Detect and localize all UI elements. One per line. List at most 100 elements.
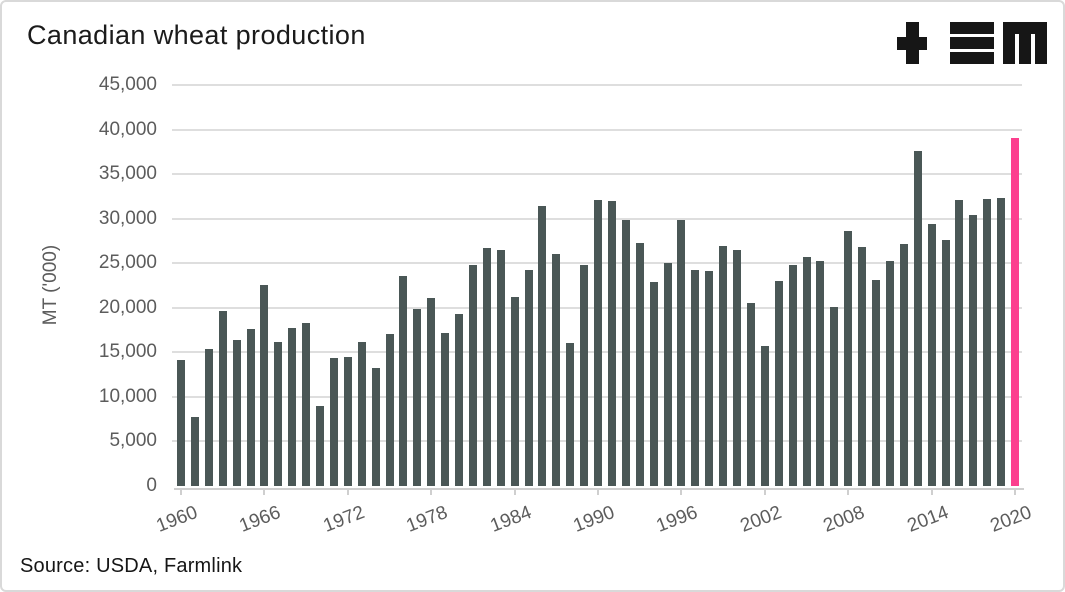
- bar-2015: [941, 240, 950, 486]
- x-tick-mark: [513, 488, 516, 495]
- bar-2010: [872, 279, 880, 486]
- bar-1969: [302, 323, 311, 486]
- bar-1998: [705, 271, 714, 486]
- y-tick-label: 30,000: [98, 207, 157, 229]
- source-note: Source: USDA, Farmlink: [20, 555, 243, 577]
- bar-1976: [399, 275, 408, 486]
- y-tick-label: 35,000: [98, 163, 157, 185]
- bar-2014: [927, 223, 936, 486]
- bar-1965: [246, 328, 255, 486]
- x-tick-mark: [346, 488, 349, 495]
- bar-1977: [413, 309, 422, 486]
- x-tick-label: 2020: [987, 502, 1035, 537]
- bar-1978: [427, 297, 436, 486]
- bar-1968: [288, 328, 297, 486]
- y-tick-label: 10,000: [98, 385, 157, 407]
- x-tick-mark: [930, 488, 933, 495]
- bar-1992: [621, 219, 630, 486]
- bar-2013: [913, 151, 922, 486]
- x-tick-label: 1960: [153, 502, 201, 537]
- bar-2006: [816, 260, 825, 486]
- bar-1984: [510, 297, 519, 486]
- bar-1964: [232, 340, 241, 486]
- x-tick-label: 1990: [570, 502, 618, 537]
- bar-1982: [482, 247, 491, 486]
- x-tick-mark: [597, 488, 599, 495]
- bar-1970: [316, 405, 324, 486]
- x-tick-mark: [847, 488, 850, 495]
- x-tick-mark: [263, 488, 266, 495]
- bar-1987: [552, 254, 561, 486]
- bar-1988: [566, 343, 575, 486]
- bar-2016: [955, 199, 964, 486]
- triple-bar-icon: [950, 22, 994, 64]
- bar-1972: [343, 356, 352, 486]
- x-tick-label: 1966: [236, 502, 284, 537]
- bar-1991: [607, 201, 616, 486]
- y-tick-label: 0: [146, 475, 157, 496]
- bar-1981: [468, 264, 477, 486]
- y-tick-label: 25,000: [98, 252, 157, 274]
- x-tick-mark: [180, 488, 182, 495]
- bar-1995: [663, 262, 672, 486]
- bar-2003: [774, 280, 783, 486]
- bar-1983: [496, 249, 505, 486]
- bar-1997: [691, 269, 700, 486]
- bar-1979: [441, 332, 450, 486]
- gridline-40000: [172, 128, 1022, 131]
- y-tick-label: 20,000: [98, 296, 157, 318]
- bar-2012: [899, 243, 908, 486]
- x-tick-label: 1978: [403, 502, 451, 537]
- x-tick-label: 2008: [820, 502, 868, 537]
- bar-2001: [746, 302, 755, 486]
- plus-icon: [897, 22, 927, 64]
- bar-2011: [885, 260, 894, 486]
- x-tick-mark: [1014, 488, 1016, 495]
- m-icon: [1003, 22, 1047, 64]
- bar-2002: [760, 346, 769, 486]
- x-tick-label: 1972: [320, 502, 368, 537]
- bar-1996: [677, 220, 686, 486]
- bar-1980: [455, 314, 463, 486]
- bar-1961: [190, 417, 199, 486]
- x-tick-label: 1984: [487, 502, 535, 537]
- bar-1999: [719, 246, 728, 486]
- x-tick-mark: [430, 488, 433, 495]
- bar-2019: [997, 197, 1006, 486]
- bar-1973: [357, 342, 366, 486]
- bar-1966: [260, 285, 269, 486]
- bar-2005: [802, 256, 811, 486]
- x-tick-mark: [680, 488, 683, 495]
- x-axis-line: [174, 488, 1024, 490]
- x-tick-mark: [763, 488, 766, 495]
- x-tick-label: 2002: [737, 502, 785, 537]
- bar-2007: [830, 307, 839, 486]
- bar-2020: [1011, 138, 1019, 486]
- brand-logo: [897, 22, 1047, 64]
- bar-2000: [733, 249, 741, 486]
- y-tick-label: 45,000: [98, 74, 157, 95]
- bar-1994: [649, 281, 658, 486]
- y-tick-label: 40,000: [98, 118, 157, 140]
- bar-1986: [538, 206, 547, 486]
- bar-1967: [274, 342, 283, 486]
- bar-1971: [329, 357, 338, 486]
- bar-1975: [385, 333, 394, 486]
- chart-title: Canadian wheat production: [27, 20, 366, 50]
- y-tick-label: 15,000: [98, 341, 157, 363]
- x-tick-label: 1996: [653, 502, 701, 537]
- bar-1985: [524, 269, 533, 486]
- gridline-45000: [172, 84, 1022, 86]
- gridline-35000: [172, 173, 1022, 176]
- bar-1974: [371, 367, 380, 486]
- bar-1989: [580, 265, 589, 486]
- bar-1960: [177, 360, 185, 486]
- bar-1993: [635, 243, 644, 486]
- bar-2004: [788, 265, 797, 486]
- bar-1962: [204, 348, 213, 486]
- bar-2008: [844, 231, 853, 486]
- x-tick-label: 2014: [904, 502, 952, 537]
- bar-2017: [969, 215, 978, 486]
